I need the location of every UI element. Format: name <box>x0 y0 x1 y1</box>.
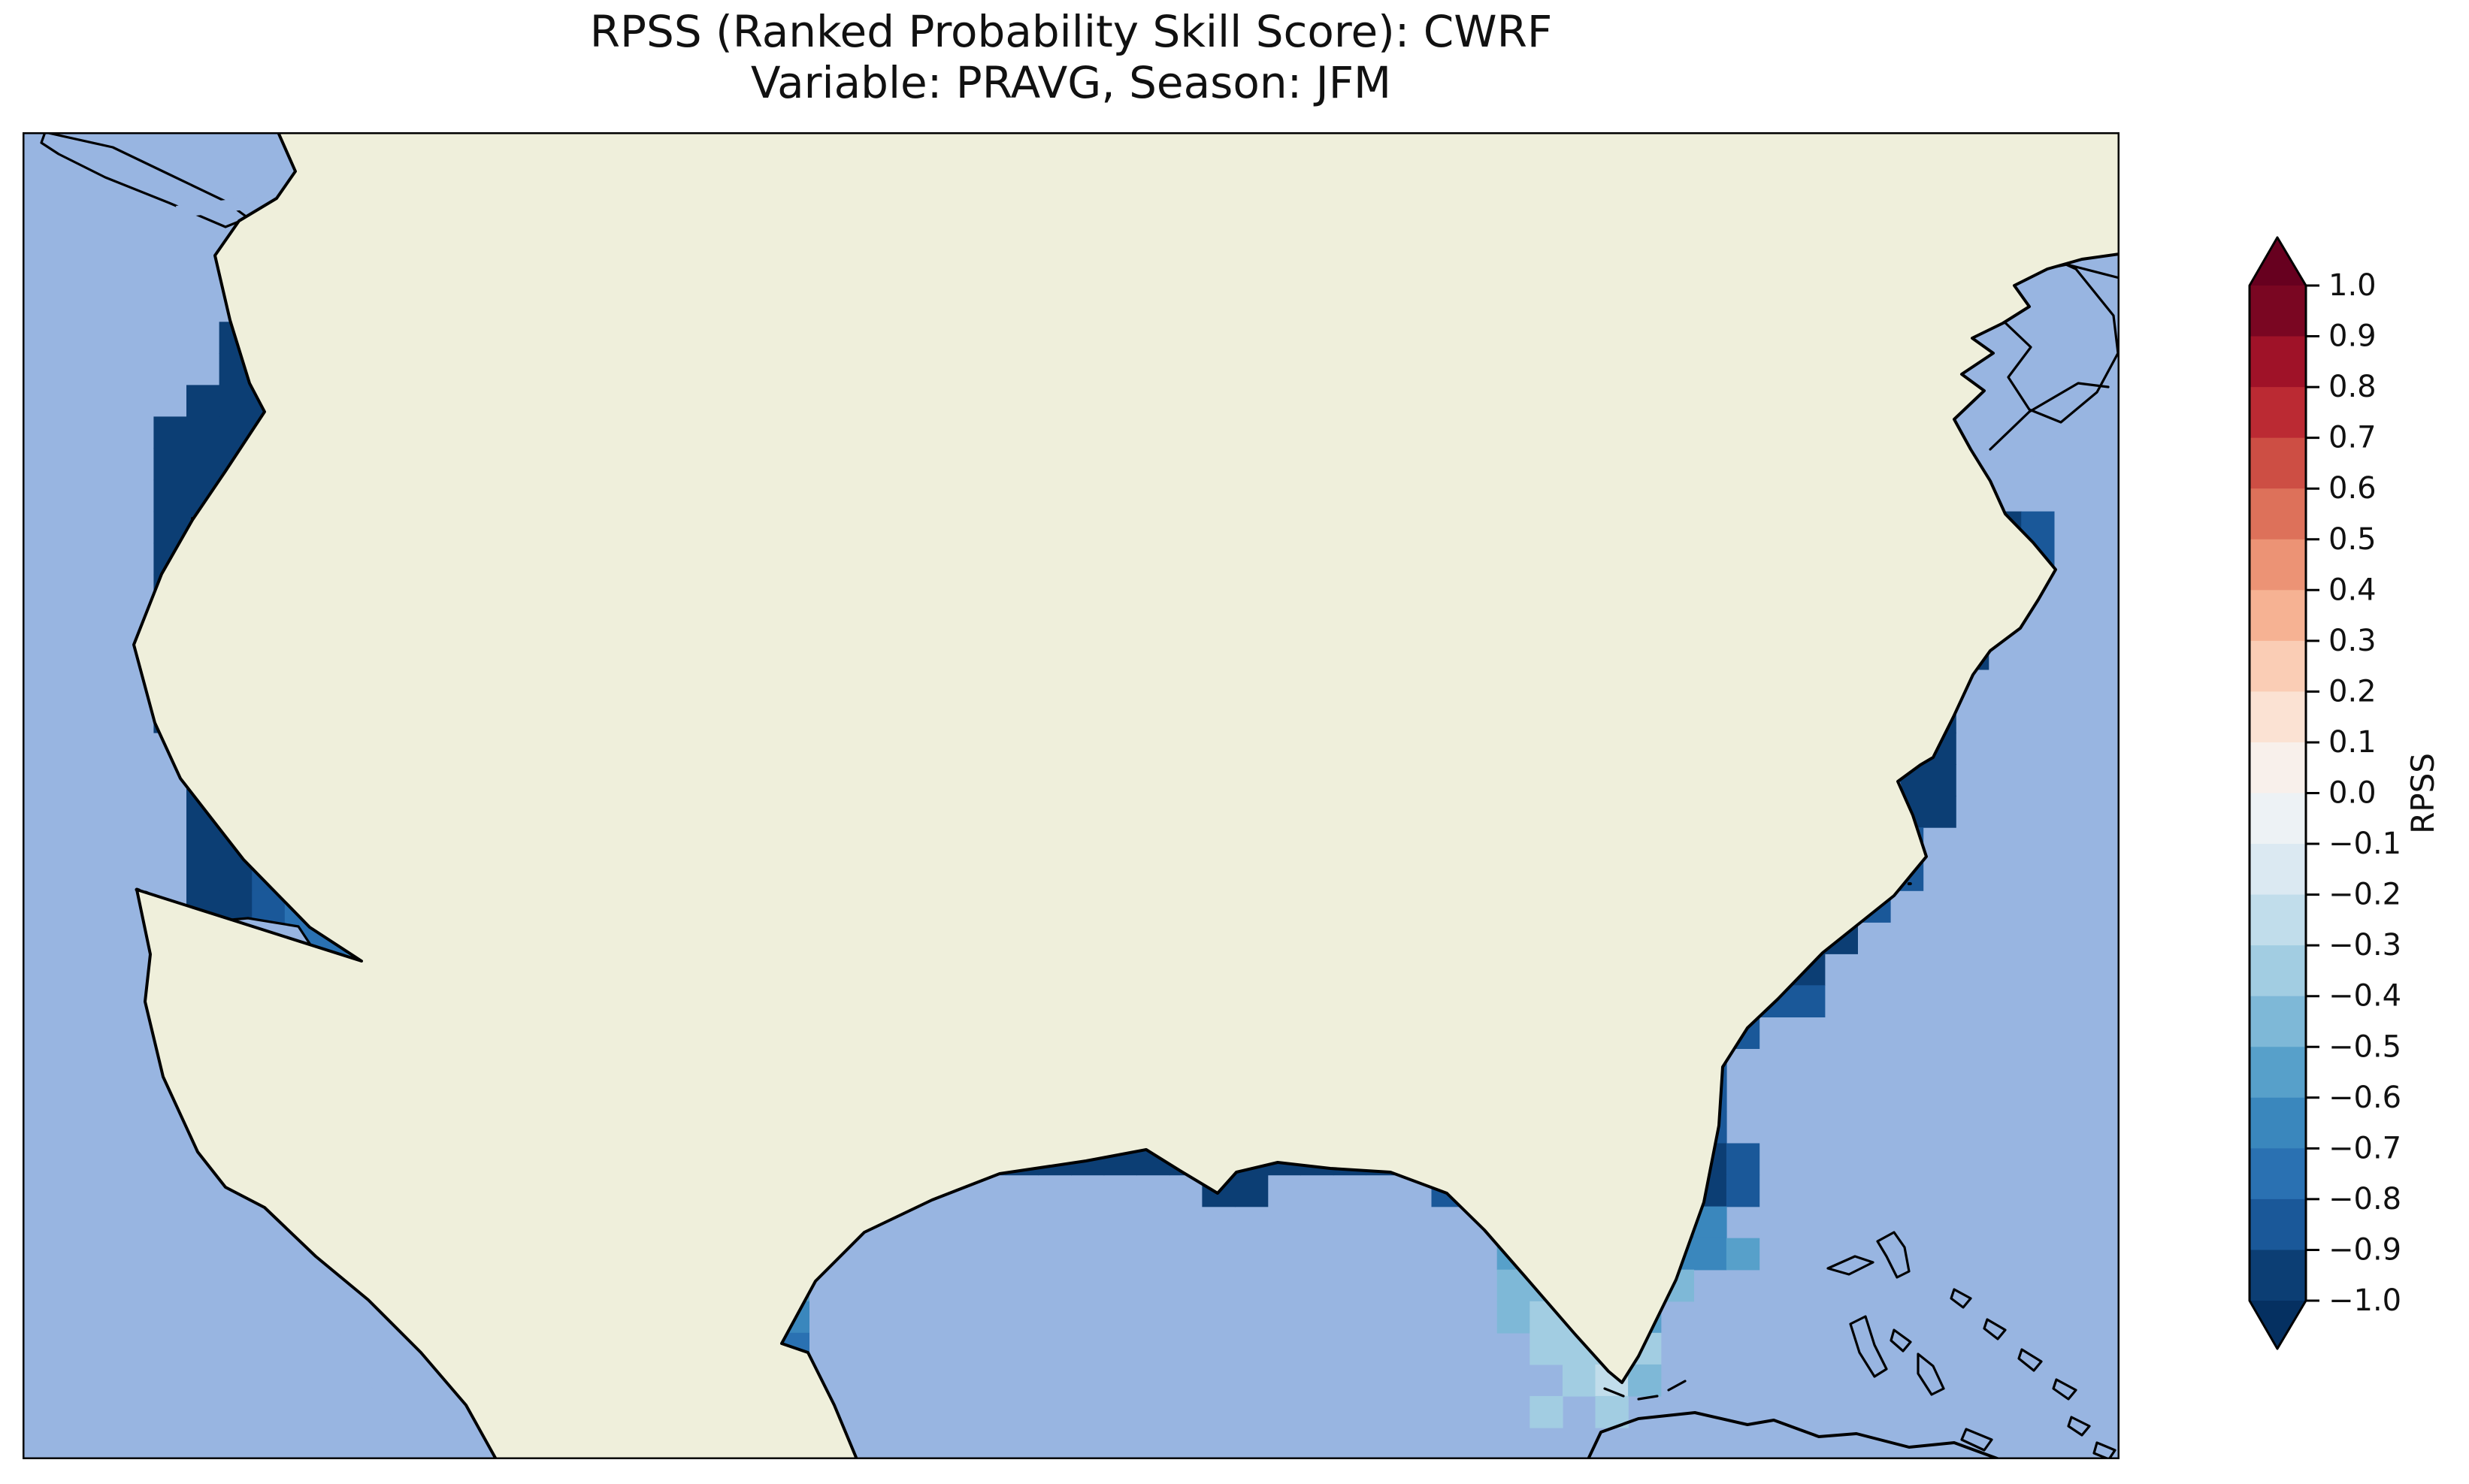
rpss-cell <box>219 385 253 418</box>
rpss-cell <box>1726 1143 1760 1176</box>
islands <box>1587 1231 2117 1459</box>
colorbar-tick-label: 0.5 <box>2328 522 2377 557</box>
colorbar-under-arrow <box>2250 1301 2306 1349</box>
colorbar-segment <box>2250 286 2306 337</box>
colorbar-tick-label: −0.7 <box>2328 1131 2401 1165</box>
rpss-cell <box>153 448 187 481</box>
colorbar-tick-label: −0.9 <box>2328 1232 2401 1267</box>
colorbar-segment <box>2250 1047 2306 1099</box>
colorbar-tick-label: 0.2 <box>2328 674 2377 709</box>
colorbar-tick-label: −0.5 <box>2328 1029 2401 1064</box>
rpss-cell <box>1562 1364 1596 1397</box>
colorbar-segment <box>2250 844 2306 896</box>
rpss-cell <box>1530 1395 1563 1428</box>
rpss-cell <box>153 416 187 449</box>
colorbar-segment <box>2250 1148 2306 1200</box>
colorbar-segment <box>2250 387 2306 439</box>
colorbar-tick-label: −0.4 <box>2328 979 2401 1014</box>
colorbar-tick-label: 0.4 <box>2328 573 2377 607</box>
land-cuba <box>1587 1411 2001 1459</box>
fundy-shore <box>1989 382 2110 451</box>
colorbar-segment <box>2250 1250 2306 1301</box>
bahamas <box>1826 1231 2117 1459</box>
colorbar-tick-label: 1.0 <box>2328 268 2377 303</box>
rpss-cell <box>153 479 187 512</box>
water-bay-of-fundy <box>1990 383 2108 466</box>
colorbar-tick-label: −0.3 <box>2328 928 2401 963</box>
colorbar-segment <box>2250 996 2306 1047</box>
colorbar-tick-label: 0.0 <box>2328 776 2377 811</box>
colorbar-segment <box>2250 945 2306 997</box>
colorbar-tick-label: 0.9 <box>2328 319 2377 354</box>
colorbar-segment <box>2250 1097 2306 1149</box>
colorbar-tick-label: −0.2 <box>2328 878 2401 912</box>
colorbar-tick-label: 0.6 <box>2328 471 2377 506</box>
rpss-cell <box>186 859 220 891</box>
rpss-cell <box>186 827 220 860</box>
colorbar-over-arrow <box>2250 237 2306 286</box>
colorbar-segment <box>2250 539 2306 591</box>
rpss-cell <box>1923 796 1956 828</box>
rpss-cell <box>1726 1174 1760 1207</box>
colorbar-segment <box>2250 336 2306 388</box>
colorbar-tick-label: −1.0 <box>2328 1283 2401 1318</box>
rpss-cell <box>1235 1174 1269 1207</box>
colorbar-tick-label: 0.8 <box>2328 370 2377 404</box>
land-vancouver-island <box>40 132 250 228</box>
plot-title-line2: Variable: PRAVG, Season: JFM <box>751 57 1391 108</box>
rpss-cell <box>186 416 220 449</box>
map-panel <box>23 132 2120 1459</box>
rpss-cell <box>1628 1364 1662 1397</box>
colorbar-segments <box>2250 286 2306 1301</box>
rpss-cell <box>186 448 220 481</box>
colorbar-ticks: 1.0 0.9 0.8 0.7 0.6 0.5 0.4 0.3 0.2 0.1 0.0 −0.1 −0.… <box>2306 268 2401 1318</box>
colorbar-tick-label: 0.3 <box>2328 624 2377 658</box>
colorbar-tick-label: 0.1 <box>2328 725 2377 760</box>
rpss-cell <box>1693 1238 1727 1271</box>
colorbar-segment <box>2250 590 2306 642</box>
colorbar-axis-label: RPSS <box>2404 753 2441 834</box>
rpss-cell <box>186 385 220 418</box>
florida-keys <box>1603 1380 1687 1401</box>
rpss-cell <box>1530 1332 1563 1365</box>
colorbar-tick-label: −0.6 <box>2328 1081 2401 1115</box>
rpss-cell <box>1923 764 1956 796</box>
colorbar-segment <box>2250 691 2306 743</box>
colorbar-segment <box>2250 640 2306 692</box>
colorbar-segment <box>2250 488 2306 540</box>
colorbar-segment <box>2250 437 2306 489</box>
colorbar-segment <box>2250 1198 2306 1251</box>
rpss-cell <box>1496 1301 1530 1334</box>
colorbar: 1.0 0.9 0.8 0.7 0.6 0.5 0.4 0.3 0.2 0.1 0.0 −0.1 −0.… <box>2248 236 2441 1350</box>
colorbar-tick-label: −0.1 <box>2328 827 2401 861</box>
colorbar-segment <box>2250 793 2306 845</box>
rpss-cell <box>1726 1238 1760 1271</box>
plot-title-line1: RPSS (Ranked Probability Skill Score): C… <box>590 6 1553 57</box>
colorbar-segment <box>2250 742 2306 794</box>
colorbar-segment <box>2250 894 2306 946</box>
rpss-cell <box>1792 985 1826 1017</box>
colorbar-tick-label: −0.8 <box>2328 1182 2401 1217</box>
colorbar-tick-label: 0.7 <box>2328 421 2377 455</box>
